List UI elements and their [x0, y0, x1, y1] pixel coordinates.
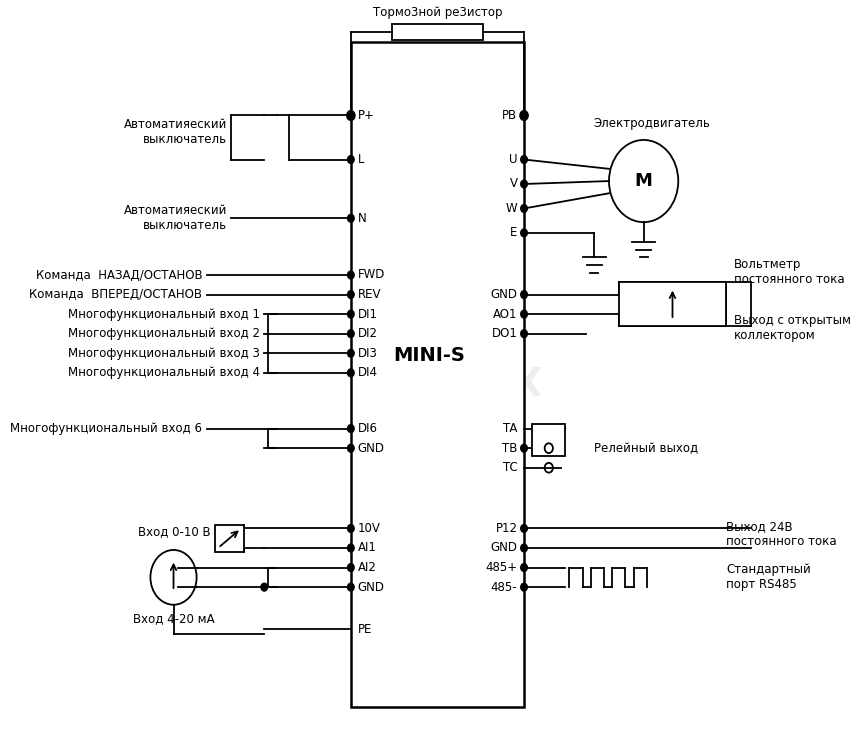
Text: AI1: AI1	[358, 542, 377, 554]
Circle shape	[347, 349, 354, 357]
Text: 10V: 10V	[358, 522, 380, 535]
Text: DI6: DI6	[358, 422, 378, 435]
Text: Многофункциональный вход 6: Многофункциональный вход 6	[10, 422, 202, 435]
Text: GND: GND	[358, 442, 384, 455]
Circle shape	[520, 110, 528, 120]
Text: V: V	[509, 178, 518, 190]
Circle shape	[521, 310, 527, 318]
Bar	[619, 282, 726, 326]
Text: DI2: DI2	[358, 328, 378, 340]
Circle shape	[347, 110, 355, 120]
Circle shape	[347, 445, 354, 452]
Circle shape	[521, 290, 527, 299]
Circle shape	[521, 525, 527, 532]
Circle shape	[347, 525, 354, 532]
Text: Электродвигатель: Электродвигатель	[593, 117, 710, 130]
Text: Выход с открытым
коллектором: Выход с открытым коллектором	[734, 314, 851, 342]
Text: Выход 24В
постоянного тока: Выход 24В постоянного тока	[726, 520, 837, 548]
Circle shape	[347, 156, 354, 164]
Text: REV: REV	[358, 288, 381, 301]
Text: Многофункциональный вход 2: Многофункциональный вход 2	[68, 328, 260, 340]
Circle shape	[347, 214, 354, 222]
Text: DI1: DI1	[358, 308, 378, 321]
Circle shape	[521, 112, 527, 119]
Circle shape	[521, 180, 527, 188]
Bar	[532, 424, 565, 456]
Text: PE: PE	[358, 622, 372, 636]
Text: Команда  НАЗАД/ОСТАНОВ: Команда НАЗАД/ОСТАНОВ	[36, 268, 202, 282]
Text: AO1: AO1	[493, 308, 518, 321]
Circle shape	[347, 425, 354, 433]
Text: Многофункциональный вход 4: Многофункциональный вход 4	[68, 366, 260, 379]
Text: E: E	[510, 227, 518, 239]
Text: Многофункциональный вход 1: Многофункциональный вход 1	[68, 308, 260, 321]
Circle shape	[521, 564, 527, 571]
Circle shape	[347, 369, 354, 376]
Circle shape	[521, 445, 527, 452]
Circle shape	[347, 290, 354, 299]
Circle shape	[261, 583, 267, 591]
Text: Многофункциональный вход 3: Многофункциональный вход 3	[68, 347, 260, 360]
Circle shape	[521, 156, 527, 164]
Text: L: L	[358, 153, 364, 166]
Circle shape	[521, 330, 527, 338]
Text: U: U	[509, 153, 518, 166]
Text: Вход 4-20 мА: Вход 4-20 мА	[132, 613, 214, 625]
Text: Тормо3ной ре3истор: Тормо3ной ре3истор	[372, 6, 502, 19]
Circle shape	[347, 544, 354, 552]
Text: W: W	[506, 202, 518, 215]
Circle shape	[347, 271, 354, 279]
Bar	[351, 42, 524, 708]
Circle shape	[347, 564, 354, 571]
Text: PB: PB	[502, 109, 518, 122]
Text: GND: GND	[490, 288, 518, 301]
Circle shape	[347, 583, 354, 591]
Circle shape	[347, 330, 354, 338]
Text: AI2: AI2	[358, 561, 377, 574]
Text: Автоматияеский
выключатель: Автоматияеский выключатель	[124, 118, 227, 146]
Circle shape	[521, 583, 527, 591]
Circle shape	[521, 205, 527, 213]
Text: P+: P+	[358, 109, 374, 122]
Text: TC: TC	[503, 461, 518, 474]
Text: РЕМТЕХ: РЕМТЕХ	[366, 365, 543, 404]
Text: DI4: DI4	[358, 366, 378, 379]
Text: P12: P12	[495, 522, 518, 535]
Text: MINI-S: MINI-S	[393, 346, 465, 365]
Circle shape	[347, 112, 354, 119]
Text: Релейный выход: Релейный выход	[594, 442, 698, 455]
Text: TB: TB	[502, 442, 518, 455]
Text: Вольтметр
постоянного тока: Вольтметр постоянного тока	[734, 258, 845, 286]
Circle shape	[521, 229, 527, 237]
Text: Стандартный
порт RS485: Стандартный порт RS485	[726, 563, 811, 591]
Circle shape	[347, 310, 354, 318]
Bar	[215, 525, 244, 552]
Text: GND: GND	[358, 581, 384, 594]
Text: DI3: DI3	[358, 347, 378, 360]
Text: Автоматияеский
выключатель: Автоматияеский выключатель	[124, 205, 227, 232]
Text: 485-: 485-	[491, 581, 518, 594]
Text: FWD: FWD	[358, 268, 384, 282]
Text: TA: TA	[503, 422, 518, 435]
Circle shape	[521, 544, 527, 552]
Text: N: N	[358, 212, 366, 225]
Text: DO1: DO1	[492, 328, 518, 340]
Text: 485+: 485+	[485, 561, 518, 574]
Text: GND: GND	[490, 542, 518, 554]
Bar	[392, 24, 482, 40]
Text: Вход 0-10 В: Вход 0-10 В	[138, 525, 211, 538]
Text: M: M	[635, 172, 653, 190]
Text: Команда  ВПЕРЕД/ОСТАНОВ: Команда ВПЕРЕД/ОСТАНОВ	[29, 288, 202, 301]
